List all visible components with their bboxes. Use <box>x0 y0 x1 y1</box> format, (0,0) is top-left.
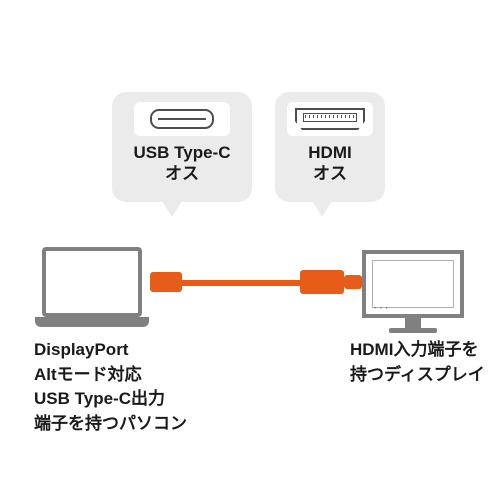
callout-hdmi: HDMI オス <box>275 92 385 202</box>
diagram-canvas: USB Type-C オス HDMI オス • • • DisplayPort … <box>0 0 500 500</box>
callout-hdmi-sub: オス <box>275 163 385 184</box>
caption-laptop: DisplayPort Altモード対応 USB Type-C出力 端子を持つパ… <box>34 338 187 437</box>
display-icon: • • • <box>362 250 464 333</box>
callout-usbc-sub: オス <box>112 163 252 184</box>
callout-usbc-title: USB Type-C <box>112 142 252 163</box>
usbc-connector <box>150 272 182 292</box>
callout-hdmi-pointer <box>312 201 332 217</box>
callout-usbc: USB Type-C オス <box>112 92 252 202</box>
caption-display: HDMI入力端子を 持つディスプレイ <box>350 338 485 387</box>
usbc-port-illustration <box>134 102 230 136</box>
callout-hdmi-title: HDMI <box>275 142 385 163</box>
hdmi-port-illustration <box>287 102 373 136</box>
hdmi-connector-body <box>300 270 344 294</box>
callout-usbc-pointer <box>162 201 182 217</box>
laptop-icon <box>42 247 149 327</box>
hdmi-connector-plug <box>344 275 362 289</box>
